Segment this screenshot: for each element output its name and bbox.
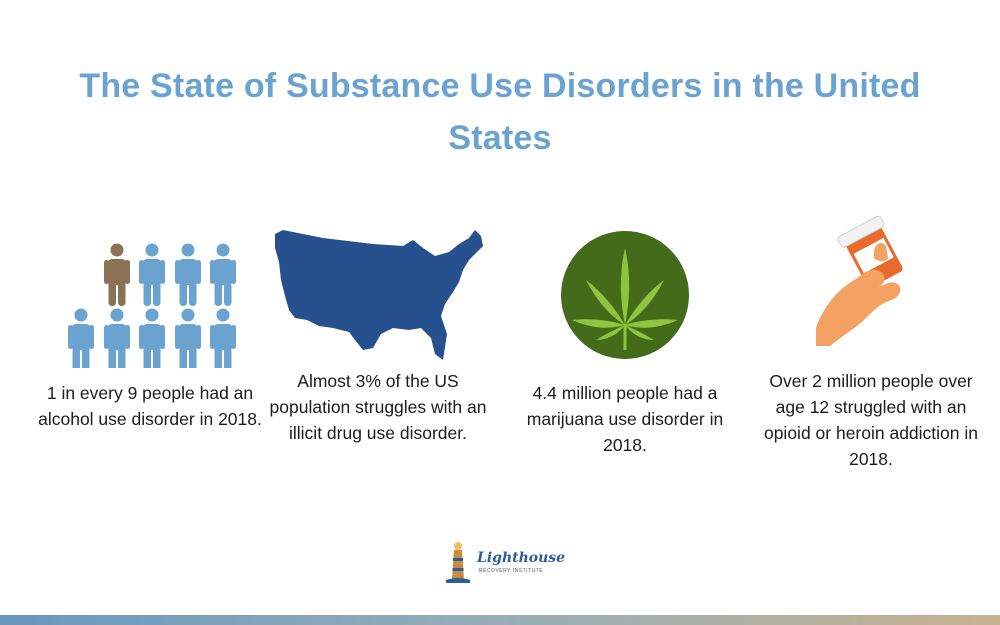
stat-caption: 4.4 million people had a marijuana use d… [526, 383, 724, 455]
stat-caption: Over 2 million people over age 12 strugg… [763, 371, 979, 469]
stat-caption: Almost 3% of the US population struggles… [269, 371, 487, 443]
bottom-gradient-bar [0, 615, 1000, 625]
us-map-icon [275, 230, 483, 360]
stat-caption: 1 in every 9 people had an alcohol use d… [38, 383, 262, 429]
lighthouse-icon [446, 542, 470, 583]
people-group-icon [68, 243, 236, 368]
hand-pill-bottle-icon [816, 215, 903, 346]
lighthouse-logo: Lighthouse RECOVERY INSTITUTE [440, 538, 565, 586]
logo-name: Lighthouse [477, 550, 566, 566]
page-title: The State of Substance Use Disorders in … [79, 67, 921, 157]
marijuana-leaf-icon [561, 231, 689, 359]
logo-tagline: RECOVERY INSTITUTE [479, 568, 544, 574]
